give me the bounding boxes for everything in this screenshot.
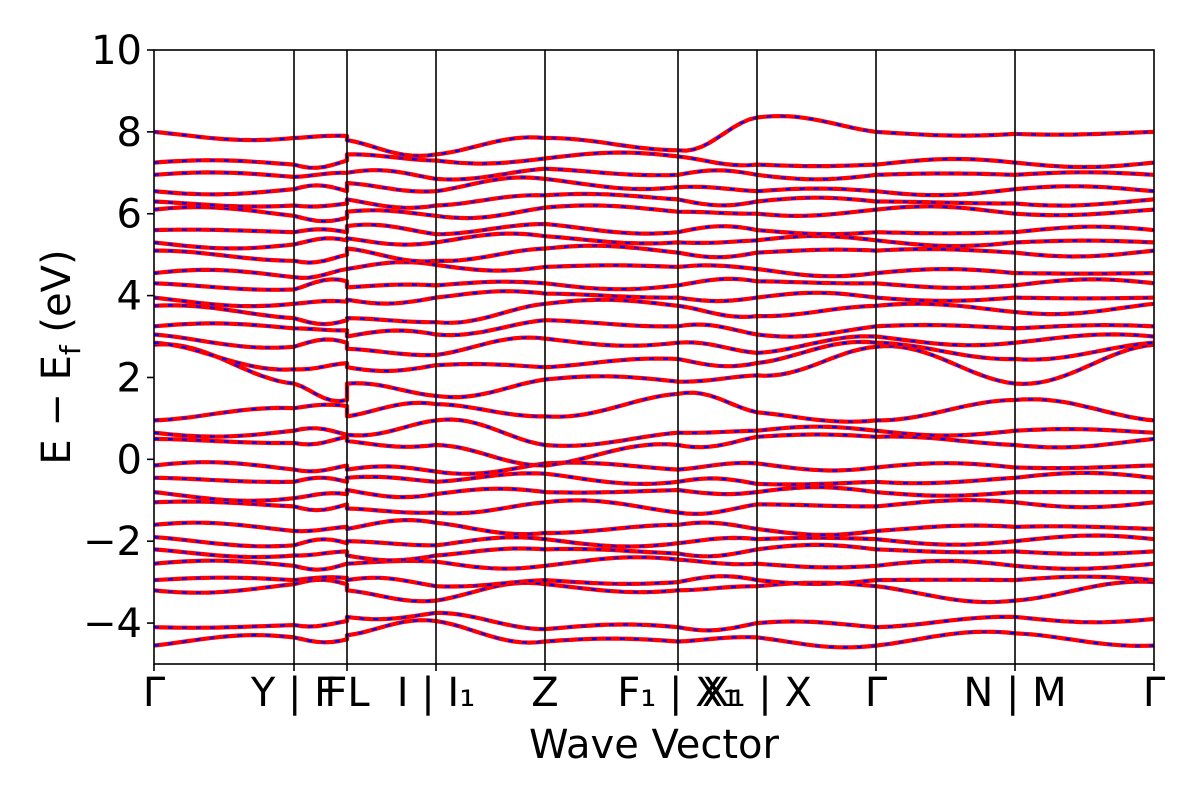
y-axis-ticks: −4 −2 0 2 4 6 8 10 [83, 28, 154, 647]
y-tick-label: −2 [83, 519, 142, 565]
band-line [154, 498, 1154, 516]
x-tick-label: Γ [1143, 670, 1166, 716]
band-line [154, 276, 1154, 292]
band-line [154, 485, 1154, 503]
band-line [154, 260, 1154, 280]
band-line [154, 555, 1154, 572]
x-tick-label: Z [531, 670, 558, 716]
band-line [154, 114, 1154, 158]
y-axis-label-unit: (eV) [34, 249, 80, 345]
band-line-dashed [154, 543, 1154, 562]
band-line-dashed [154, 471, 1154, 486]
band-line [154, 577, 1154, 605]
x-tick-label: Γ [865, 670, 888, 716]
band-line [154, 318, 1154, 339]
band-line [154, 417, 1154, 448]
band-line-dashed [154, 519, 1154, 536]
y-axis-label-subscript: f [54, 344, 87, 355]
bands-layer [154, 114, 1154, 650]
x-tick-label: X₁ | X [702, 670, 812, 716]
plot-frame [153, 49, 1155, 665]
band-line-dashed [154, 575, 1154, 588]
band-line [154, 243, 1154, 265]
y-tick-label: −4 [83, 601, 142, 647]
band-line [154, 610, 1154, 633]
x-tick-label: Y | F [250, 670, 337, 716]
band-line-dashed [154, 167, 1154, 181]
x-tick-label: Γ [143, 670, 166, 716]
band-line [154, 460, 1154, 476]
band-line-dashed [154, 333, 1154, 357]
y-tick-label: 8 [117, 110, 142, 156]
x-tick-label: FL [324, 670, 370, 716]
x-tick-label: F₁ | X₁ [617, 670, 738, 716]
x-tick-label: I | I₁ [397, 670, 476, 716]
band-line-dashed [154, 192, 1154, 209]
x-axis-label: Wave Vector [529, 722, 780, 768]
band-line-dashed [154, 290, 1154, 308]
y-tick-label: 2 [117, 355, 142, 401]
band-line-dashed [154, 340, 1154, 373]
band-line [154, 297, 1154, 327]
band-line-dashed [154, 534, 1154, 548]
band-line [154, 175, 1154, 198]
band-line-dashed [154, 343, 1154, 403]
band-line-dashed [154, 232, 1154, 250]
band-line [154, 221, 1154, 237]
y-axis-label-main: E − E [34, 355, 80, 465]
x-tick-label: N | M [963, 670, 1066, 716]
band-line [154, 203, 1154, 224]
band-line [154, 432, 1154, 468]
y-tick-label: 0 [117, 437, 142, 483]
y-axis-label: E − Ef (eV) [34, 249, 87, 464]
y-tick-label: 10 [91, 28, 142, 74]
band-line-dashed [154, 391, 1154, 423]
y-tick-label: 6 [117, 192, 142, 238]
band-line [154, 150, 1154, 170]
y-tick-label: 4 [117, 274, 142, 320]
band-line [154, 618, 1154, 650]
high-symmetry-lines [293, 50, 1016, 664]
